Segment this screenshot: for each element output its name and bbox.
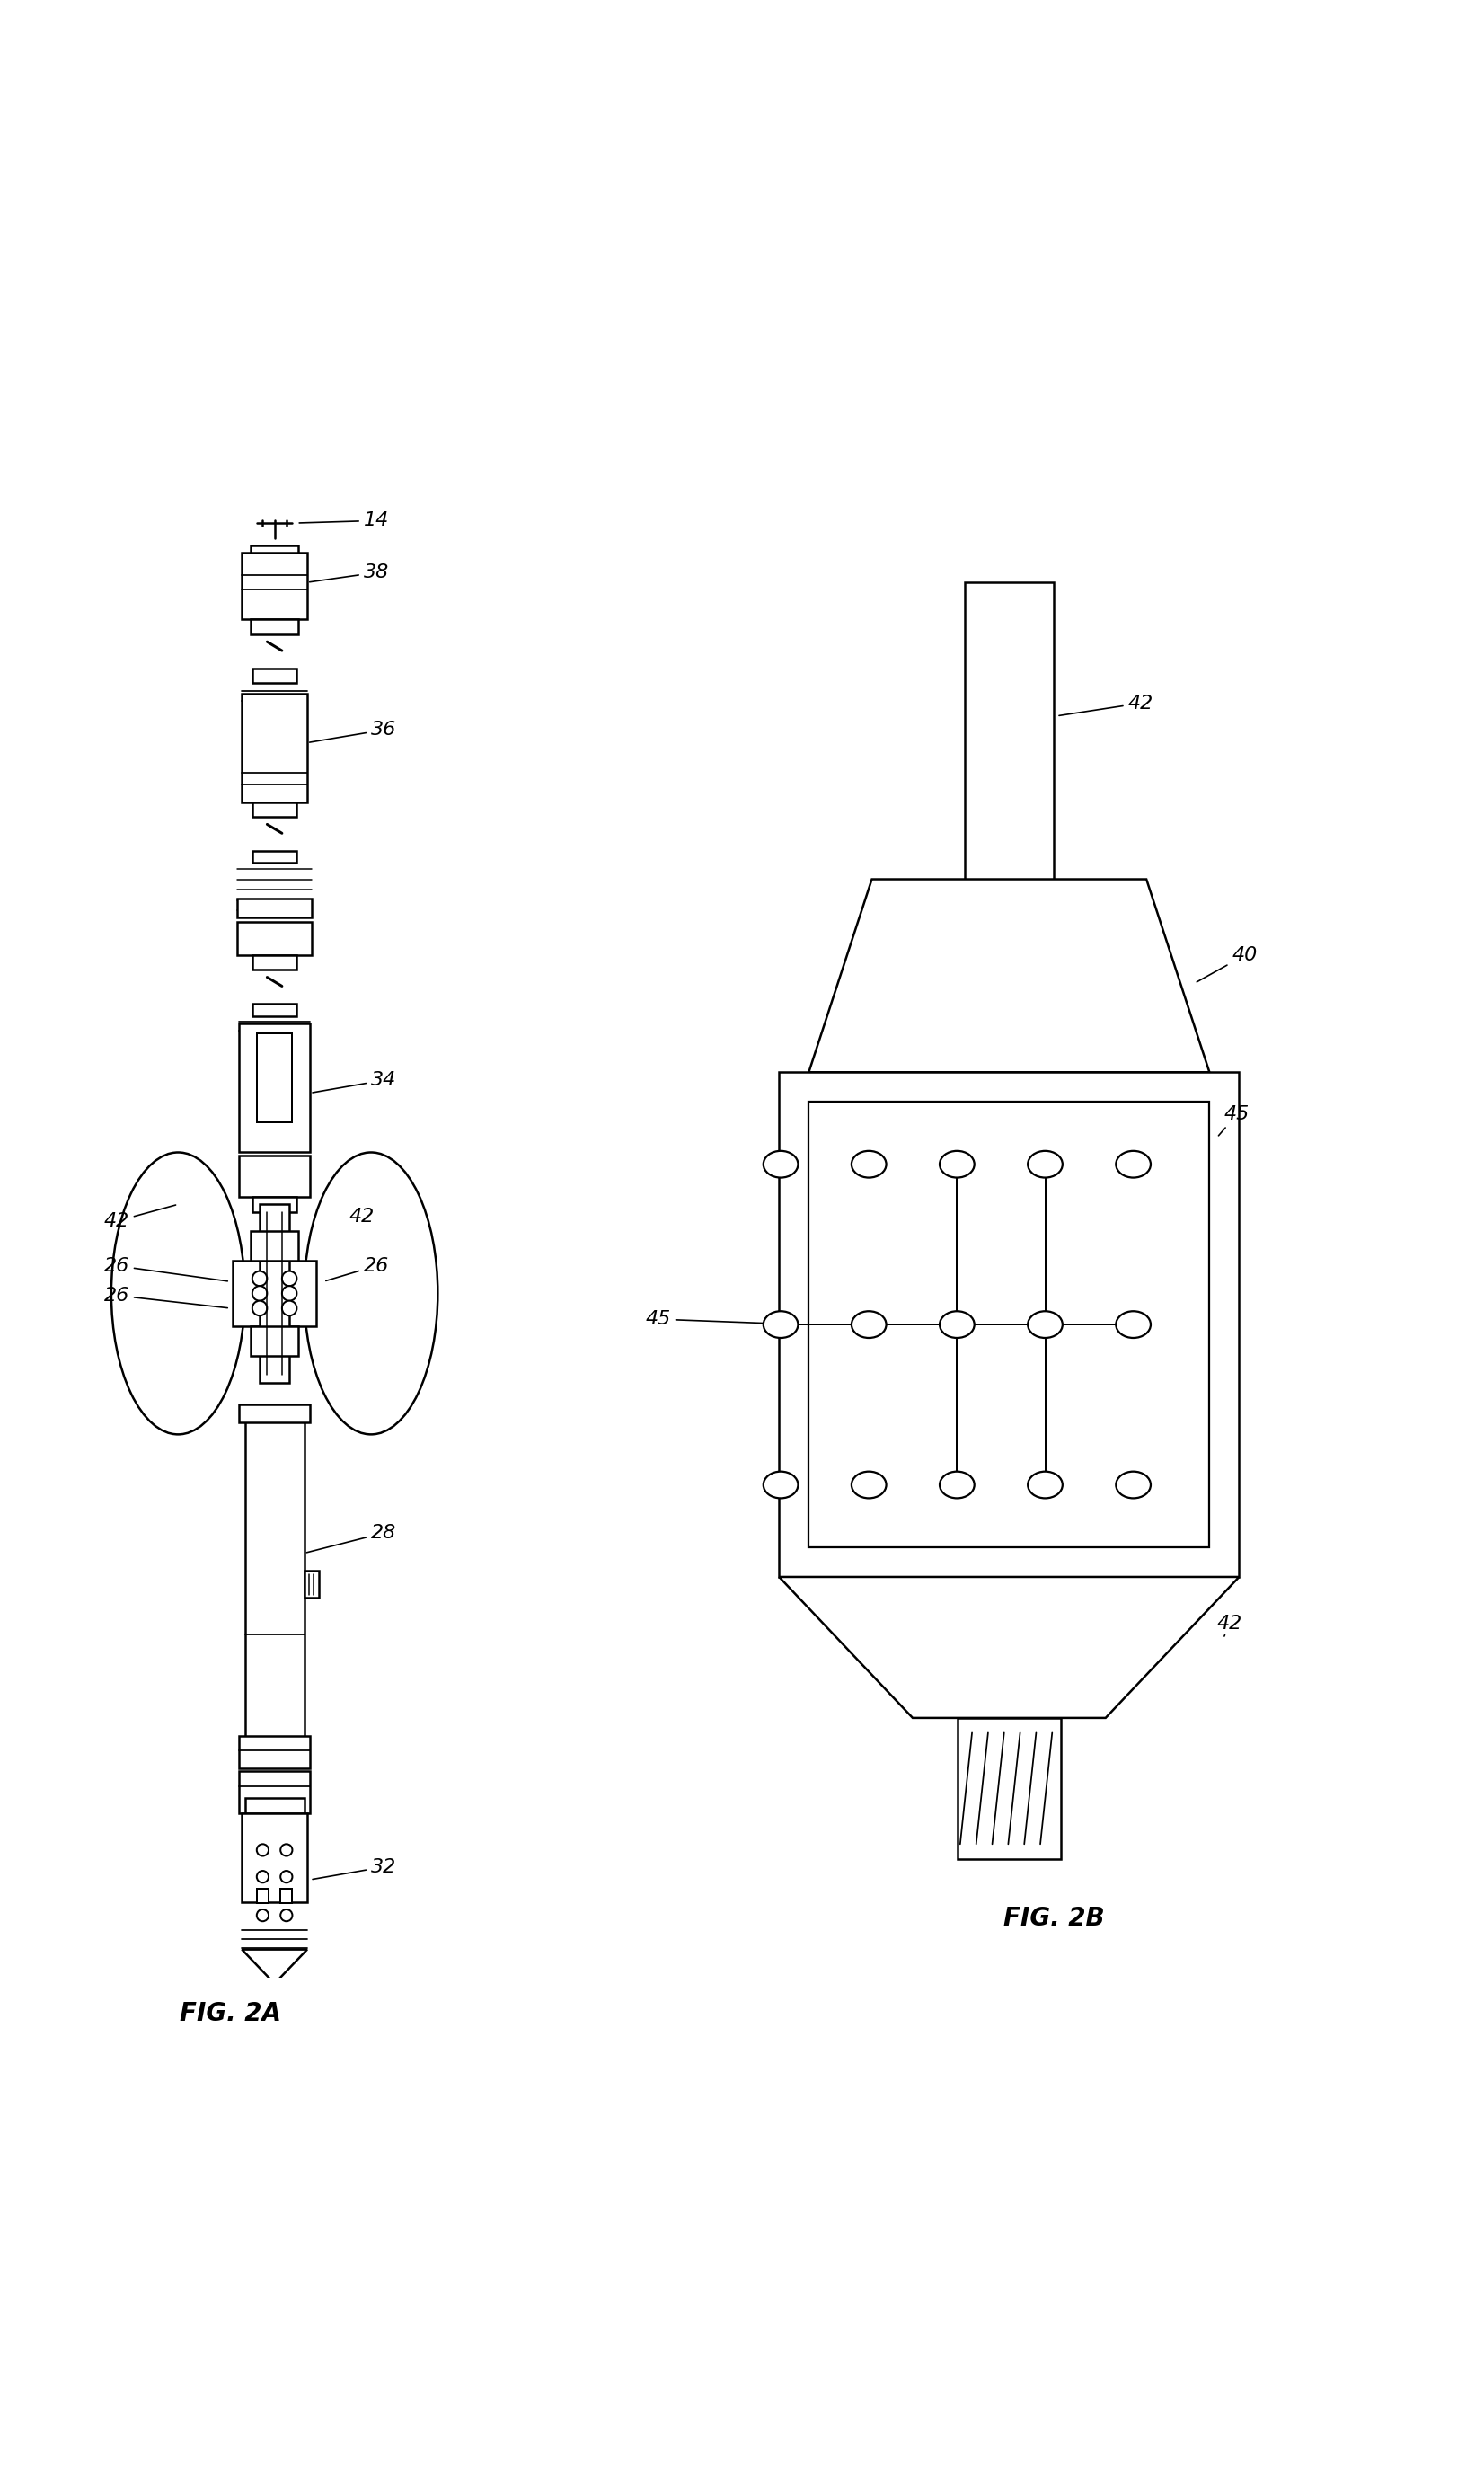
Bar xyxy=(252,670,297,684)
Text: FIG. 2A: FIG. 2A xyxy=(180,2002,280,2026)
Bar xyxy=(242,694,307,803)
Bar xyxy=(239,1735,310,1769)
Ellipse shape xyxy=(1028,1473,1063,1497)
Polygon shape xyxy=(779,1576,1239,1717)
Ellipse shape xyxy=(852,1151,886,1179)
Bar xyxy=(809,1102,1209,1547)
Text: 26: 26 xyxy=(104,1258,227,1280)
Bar xyxy=(257,1033,292,1122)
Circle shape xyxy=(257,1843,269,1856)
Text: 14: 14 xyxy=(300,511,389,529)
Circle shape xyxy=(282,1270,297,1285)
Ellipse shape xyxy=(939,1312,975,1337)
Text: 38: 38 xyxy=(310,563,389,583)
Ellipse shape xyxy=(939,1151,975,1179)
Ellipse shape xyxy=(852,1312,886,1337)
Text: 40: 40 xyxy=(1196,946,1257,981)
Bar xyxy=(252,803,297,818)
Text: 36: 36 xyxy=(310,722,396,741)
Circle shape xyxy=(252,1300,267,1315)
Bar xyxy=(252,1003,297,1016)
Bar xyxy=(251,620,298,635)
Circle shape xyxy=(257,1910,269,1922)
Bar xyxy=(237,899,312,917)
Circle shape xyxy=(280,1871,292,1883)
Bar xyxy=(245,1404,304,1740)
Ellipse shape xyxy=(1028,1151,1063,1179)
Ellipse shape xyxy=(763,1473,798,1497)
Bar xyxy=(239,1023,310,1151)
Bar xyxy=(251,1327,298,1357)
Polygon shape xyxy=(809,880,1209,1072)
Polygon shape xyxy=(242,1950,307,1984)
Bar xyxy=(251,1231,298,1260)
Ellipse shape xyxy=(763,1151,798,1179)
Text: 26: 26 xyxy=(326,1258,389,1280)
Bar xyxy=(239,1156,310,1196)
Bar xyxy=(257,1888,269,1903)
Ellipse shape xyxy=(1028,1312,1063,1337)
Text: 42: 42 xyxy=(104,1206,175,1231)
Text: 42: 42 xyxy=(349,1208,374,1226)
Text: 45: 45 xyxy=(1218,1105,1250,1137)
Bar xyxy=(957,1717,1061,1858)
Circle shape xyxy=(282,1285,297,1300)
Text: 32: 32 xyxy=(313,1858,396,1880)
Bar xyxy=(252,1196,297,1211)
Text: 45: 45 xyxy=(646,1310,798,1327)
Ellipse shape xyxy=(1116,1473,1150,1497)
Ellipse shape xyxy=(763,1312,798,1337)
Bar xyxy=(233,1260,316,1327)
Ellipse shape xyxy=(111,1151,245,1433)
Bar xyxy=(239,1404,310,1423)
Text: 28: 28 xyxy=(307,1525,396,1552)
Bar xyxy=(304,1572,319,1599)
Bar xyxy=(280,1888,292,1903)
Text: 34: 34 xyxy=(313,1072,396,1092)
Bar xyxy=(965,583,1054,880)
Circle shape xyxy=(252,1270,267,1285)
Circle shape xyxy=(280,1843,292,1856)
Circle shape xyxy=(257,1871,269,1883)
Bar xyxy=(260,1203,289,1381)
Circle shape xyxy=(280,1910,292,1922)
Bar xyxy=(237,922,312,954)
Text: 42: 42 xyxy=(1060,694,1153,717)
Bar xyxy=(252,954,297,969)
Ellipse shape xyxy=(939,1473,975,1497)
Bar xyxy=(245,1799,304,1814)
Bar xyxy=(251,546,298,561)
Bar xyxy=(242,1814,307,1903)
Ellipse shape xyxy=(852,1473,886,1497)
Text: 26: 26 xyxy=(104,1287,227,1307)
Ellipse shape xyxy=(1116,1151,1150,1179)
Ellipse shape xyxy=(304,1151,438,1433)
Text: 42: 42 xyxy=(1217,1614,1242,1636)
Bar xyxy=(242,554,307,620)
Bar xyxy=(239,1772,310,1814)
Ellipse shape xyxy=(1116,1312,1150,1337)
Bar xyxy=(252,850,297,862)
Bar xyxy=(779,1072,1239,1576)
Circle shape xyxy=(252,1285,267,1300)
Text: FIG. 2B: FIG. 2B xyxy=(1003,1905,1104,1932)
Circle shape xyxy=(282,1300,297,1315)
